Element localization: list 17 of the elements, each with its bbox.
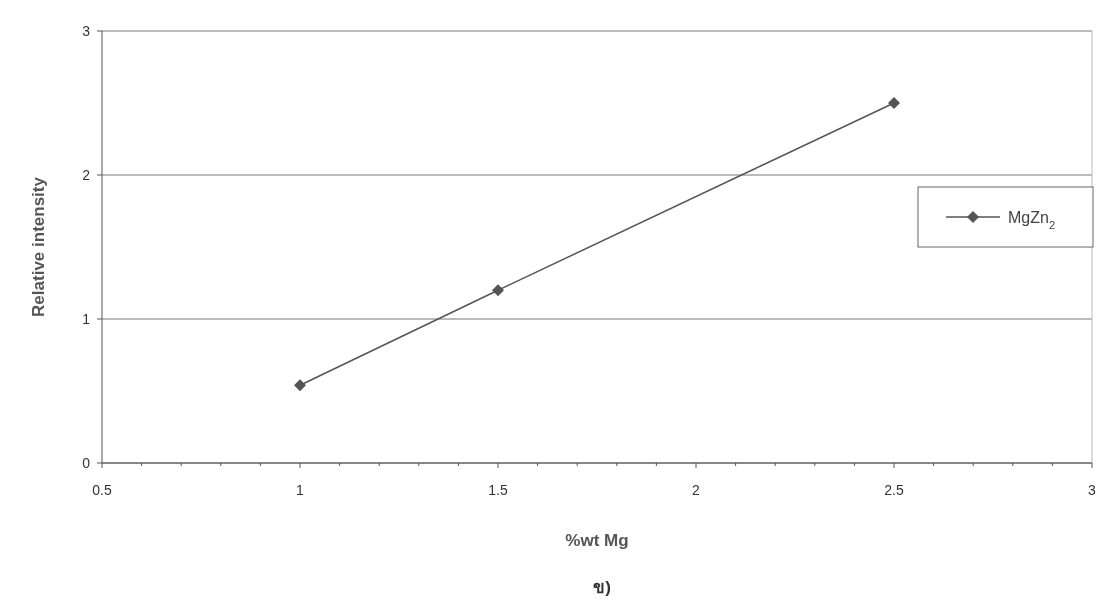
legend-label: MgZn$_{2}$ bbox=[1008, 209, 1056, 231]
text: ข) bbox=[593, 578, 611, 597]
point bbox=[294, 379, 306, 392]
x-tick-label: 2 bbox=[692, 482, 701, 498]
y-tick-label: 2 bbox=[82, 167, 91, 183]
y-tick-label: 3 bbox=[82, 23, 91, 39]
x-tick-label: 3 bbox=[1088, 482, 1097, 498]
y-tick-label: 0 bbox=[82, 455, 91, 471]
point bbox=[888, 97, 900, 109]
y-tick-label: 1 bbox=[82, 311, 91, 327]
point bbox=[492, 284, 504, 297]
y-axis-title: Relative intensity bbox=[29, 176, 48, 317]
x-tick-label: 1 bbox=[296, 482, 305, 498]
x-tick-label: 0.5 bbox=[92, 482, 112, 498]
x-tick-label: 2.5 bbox=[884, 482, 904, 498]
x-axis-title: %wt Mg bbox=[565, 531, 629, 550]
x-tick-label: 1.5 bbox=[488, 482, 508, 498]
